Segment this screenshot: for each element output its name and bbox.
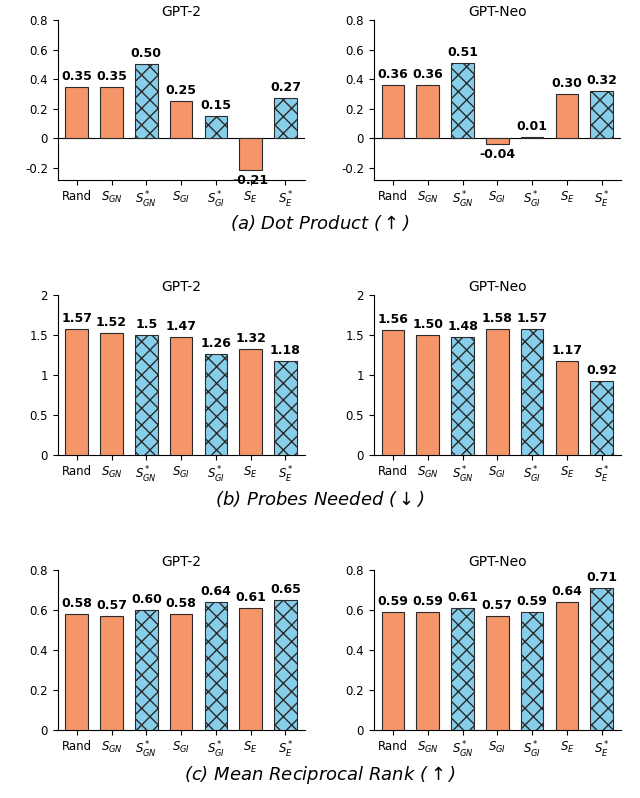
Text: 0.30: 0.30 xyxy=(552,77,582,90)
Text: -0.21: -0.21 xyxy=(232,173,269,187)
Title: GPT-2: GPT-2 xyxy=(161,5,201,19)
Title: GPT-2: GPT-2 xyxy=(161,555,201,569)
Text: 1.57: 1.57 xyxy=(61,313,92,326)
Bar xyxy=(239,350,262,455)
Text: 0.35: 0.35 xyxy=(96,69,127,83)
Text: 0.32: 0.32 xyxy=(586,74,617,87)
Text: 0.65: 0.65 xyxy=(270,583,301,596)
Text: 1.56: 1.56 xyxy=(378,314,408,326)
Bar xyxy=(100,334,123,455)
Text: 0.57: 0.57 xyxy=(482,599,513,612)
Text: (a) Dot Product ($\uparrow$): (a) Dot Product ($\uparrow$) xyxy=(230,213,410,234)
Bar xyxy=(556,94,578,138)
Text: 1.18: 1.18 xyxy=(270,344,301,357)
Bar xyxy=(274,98,297,138)
Bar xyxy=(521,137,543,138)
Bar xyxy=(590,91,613,138)
Text: 0.71: 0.71 xyxy=(586,571,617,584)
Text: 1.57: 1.57 xyxy=(516,313,548,326)
Text: 0.36: 0.36 xyxy=(412,68,443,81)
Bar xyxy=(274,600,297,730)
Text: (b) Probes Needed ($\downarrow$): (b) Probes Needed ($\downarrow$) xyxy=(215,488,425,508)
Bar xyxy=(417,85,439,138)
Bar xyxy=(486,329,509,455)
Bar xyxy=(239,138,262,169)
Bar xyxy=(417,612,439,730)
Bar xyxy=(100,87,123,138)
Text: 0.58: 0.58 xyxy=(166,597,196,610)
Text: 0.59: 0.59 xyxy=(516,595,547,608)
Text: 1.17: 1.17 xyxy=(552,345,582,358)
Text: 0.36: 0.36 xyxy=(378,68,408,81)
Title: GPT-2: GPT-2 xyxy=(161,280,201,294)
Bar xyxy=(556,361,578,455)
Bar xyxy=(381,612,404,730)
Text: 0.51: 0.51 xyxy=(447,46,478,59)
Bar xyxy=(65,87,88,138)
Bar xyxy=(170,614,193,730)
Bar xyxy=(381,330,404,455)
Text: 1.32: 1.32 xyxy=(236,333,266,346)
Bar xyxy=(100,616,123,730)
Bar xyxy=(65,330,88,455)
Text: 0.59: 0.59 xyxy=(378,595,408,608)
Bar xyxy=(451,608,474,730)
Bar xyxy=(590,381,613,455)
Text: 0.59: 0.59 xyxy=(412,595,443,608)
Bar xyxy=(239,608,262,730)
Text: 0.60: 0.60 xyxy=(131,593,162,606)
Text: 0.15: 0.15 xyxy=(200,99,232,113)
Bar xyxy=(170,101,193,138)
Bar xyxy=(417,335,439,455)
Text: 1.48: 1.48 xyxy=(447,320,478,333)
Bar xyxy=(205,117,227,138)
Bar xyxy=(205,354,227,455)
Text: 0.27: 0.27 xyxy=(270,81,301,94)
Bar xyxy=(486,138,509,144)
Bar xyxy=(521,330,543,455)
Text: 0.92: 0.92 xyxy=(586,365,617,377)
Bar xyxy=(451,337,474,455)
Bar xyxy=(205,602,227,730)
Text: 0.64: 0.64 xyxy=(200,585,231,598)
Text: 0.01: 0.01 xyxy=(516,120,548,133)
Title: GPT-Neo: GPT-Neo xyxy=(468,555,527,569)
Text: 0.35: 0.35 xyxy=(61,69,92,83)
Text: -0.04: -0.04 xyxy=(479,148,515,161)
Bar xyxy=(135,610,157,730)
Text: 0.61: 0.61 xyxy=(447,591,478,604)
Bar xyxy=(65,614,88,730)
Bar xyxy=(521,612,543,730)
Text: 0.50: 0.50 xyxy=(131,47,162,61)
Text: 1.50: 1.50 xyxy=(412,318,444,331)
Bar xyxy=(274,361,297,455)
Bar xyxy=(135,65,157,138)
Bar xyxy=(556,602,578,730)
Text: 1.58: 1.58 xyxy=(482,312,513,325)
Bar xyxy=(486,616,509,730)
Text: 0.58: 0.58 xyxy=(61,597,92,610)
Bar xyxy=(590,588,613,730)
Text: 1.52: 1.52 xyxy=(96,317,127,330)
Text: 1.5: 1.5 xyxy=(135,318,157,331)
Bar xyxy=(135,335,157,455)
Title: GPT-Neo: GPT-Neo xyxy=(468,280,527,294)
Text: 1.26: 1.26 xyxy=(200,338,231,350)
Text: 1.47: 1.47 xyxy=(166,321,196,334)
Bar xyxy=(170,338,193,455)
Title: GPT-Neo: GPT-Neo xyxy=(468,5,527,19)
Text: 0.64: 0.64 xyxy=(552,585,582,598)
Text: 0.57: 0.57 xyxy=(96,599,127,612)
Text: (c) Mean Reciprocal Rank ($\uparrow$): (c) Mean Reciprocal Rank ($\uparrow$) xyxy=(184,764,456,786)
Bar xyxy=(381,85,404,138)
Text: 0.61: 0.61 xyxy=(236,591,266,604)
Text: 0.25: 0.25 xyxy=(166,85,196,97)
Bar xyxy=(451,63,474,138)
